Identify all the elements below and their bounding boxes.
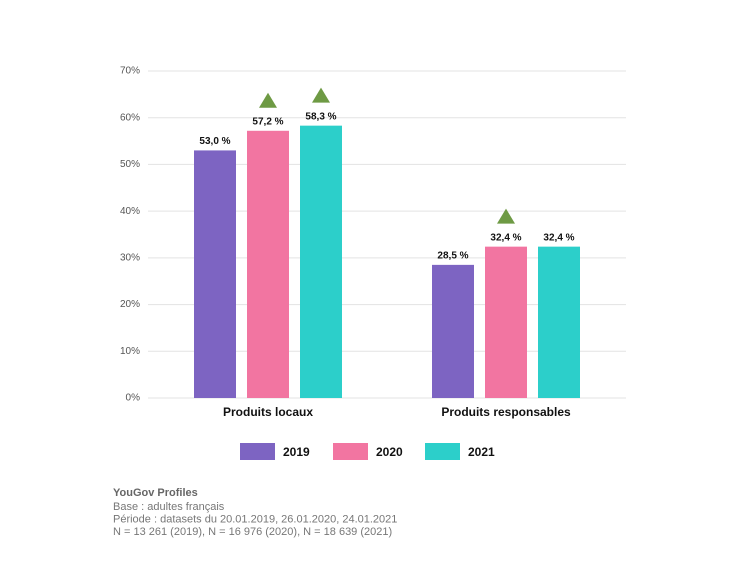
value-label: 57,2 %: [252, 116, 283, 127]
y-tick-label: 20%: [120, 299, 140, 310]
legend-label: 2019: [283, 445, 310, 459]
source-line: Base : adultes français: [113, 501, 225, 513]
y-tick-label: 70%: [120, 66, 140, 77]
legend-label: 2020: [376, 445, 403, 459]
x-tick-label: Produits locaux: [223, 405, 313, 419]
increase-marker: [312, 87, 330, 103]
source-title: YouGov Profiles: [113, 487, 198, 499]
bar: [432, 264, 474, 398]
bar: [300, 125, 342, 399]
legend-swatch: [425, 443, 460, 460]
legend-swatch: [240, 443, 275, 460]
y-tick-label: 30%: [120, 252, 140, 263]
value-label: 32,4 %: [543, 232, 574, 243]
y-tick-label: 60%: [120, 112, 140, 123]
bar: [485, 246, 527, 398]
y-tick-label: 40%: [120, 206, 140, 217]
value-label: 32,4 %: [490, 232, 521, 243]
legend-swatch: [333, 443, 368, 460]
y-tick-label: 50%: [120, 159, 140, 170]
bar: [247, 130, 289, 398]
increase-marker: [259, 92, 277, 108]
legend-label: 2021: [468, 445, 495, 459]
value-label: 53,0 %: [199, 136, 230, 147]
source-line: N = 13 261 (2019), N = 16 976 (2020), N …: [113, 526, 392, 538]
increase-marker: [497, 208, 515, 224]
y-tick-label: 0%: [126, 393, 141, 404]
y-tick-label: 10%: [120, 346, 140, 357]
value-label: 28,5 %: [437, 251, 468, 262]
bar: [538, 246, 580, 398]
value-label: 58,3 %: [305, 111, 336, 122]
source-line: Période : datasets du 20.01.2019, 26.01.…: [113, 513, 397, 525]
bar: [194, 150, 236, 398]
x-tick-label: Produits responsables: [441, 405, 571, 419]
